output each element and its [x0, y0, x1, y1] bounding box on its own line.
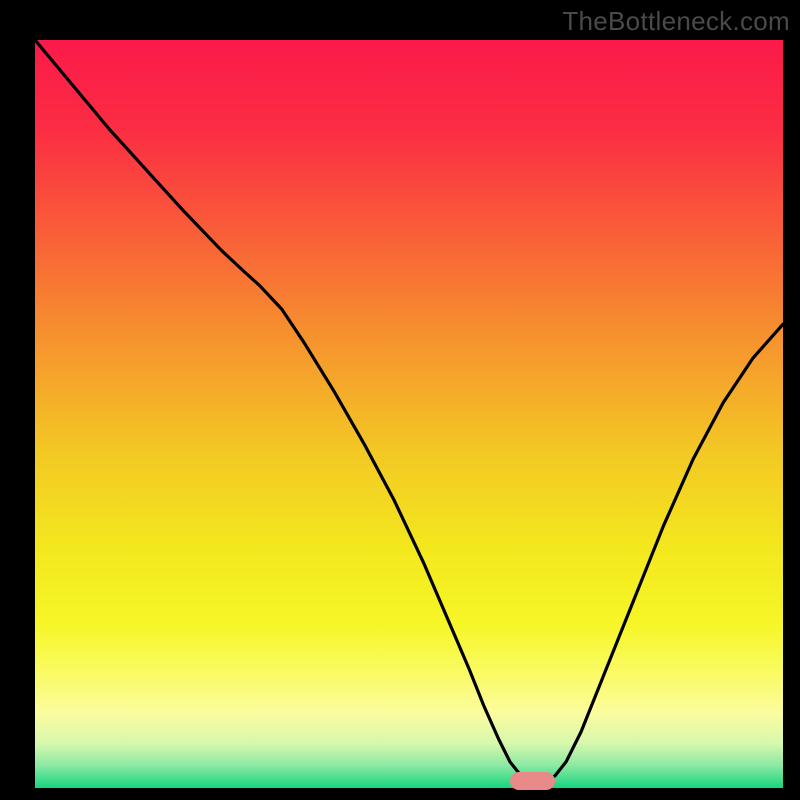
- watermark-text: TheBottleneck.com: [562, 6, 790, 37]
- chart-container: TheBottleneck.com: [0, 0, 800, 800]
- gradient-background: [35, 40, 783, 788]
- plot-area: [35, 40, 783, 788]
- optimal-marker: [510, 772, 555, 790]
